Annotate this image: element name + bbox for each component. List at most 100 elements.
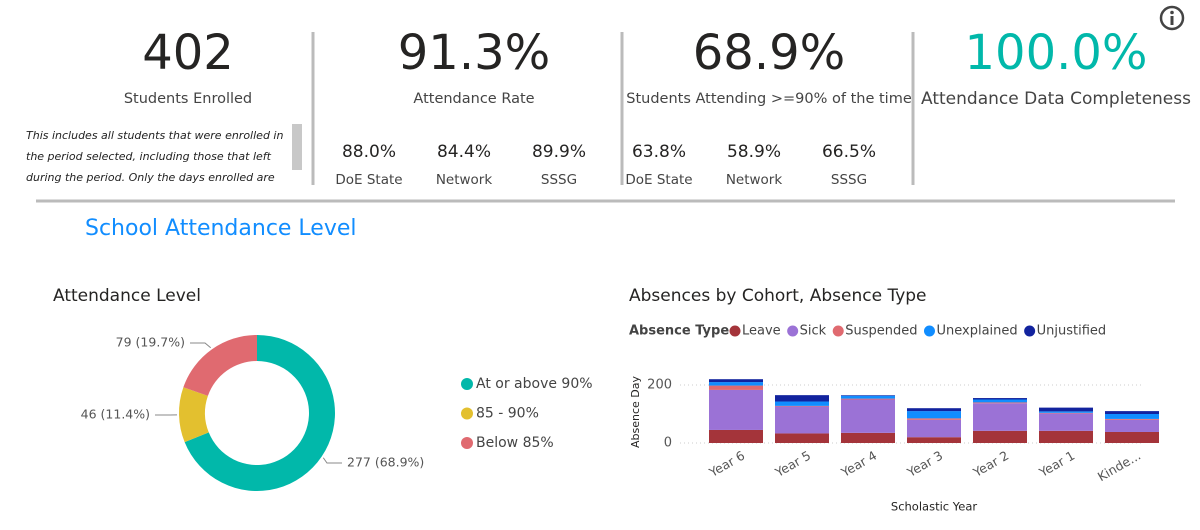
bar-segment [775,433,829,443]
legend-label: Unjustified [1037,324,1107,339]
bar-segment [1039,430,1093,443]
data-label: 46 (11.4%) [81,407,150,422]
bar-segment [775,401,829,406]
compare-label: SSSG [831,172,867,188]
kpi-value: 68.9% [693,25,845,81]
kpi-label: Students Attending >=90% of the time [626,91,912,107]
compare-label: DoE State [625,172,692,188]
legend-swatch [787,325,799,337]
bar-segment [1039,412,1093,414]
chart-title: Absences by Cohort, Absence Type [629,286,927,306]
legend-swatch [923,325,935,337]
x-tick-label: Year 4 [838,448,880,481]
section-title: School Attendance Level [85,216,357,241]
legend-swatch [729,325,741,337]
scrollbar[interactable] [292,124,302,170]
bar-segment [907,437,961,443]
kpi-label: Attendance Data Completeness [921,89,1191,109]
bar-segment [709,379,763,383]
y-tick-label: 0 [664,436,672,451]
bar-segment [775,405,829,407]
leader-line [322,457,342,464]
y-axis-title: Absence Day [629,376,642,449]
legend-swatch [461,407,473,420]
note-line: the period selected, including those tha… [26,150,272,163]
bar-segment [841,398,895,400]
bar-segment [907,411,961,419]
compare-value: 58.9% [727,142,781,162]
kpi-value: 402 [142,25,234,81]
bar-segment [841,432,895,443]
bar-segment [709,382,763,386]
donut-slice [178,387,209,443]
bar-segment [709,385,763,390]
legend-label: 85 - 90% [476,406,539,422]
legend-swatch [1024,325,1036,337]
bar-segment [841,395,895,399]
kpi-label: Attendance Rate [413,91,534,107]
bar-segment [973,399,1027,403]
bar-segment [841,395,895,396]
bar-segment [973,402,1027,404]
kpi-value: 100.0% [964,25,1147,81]
bar-segment [775,395,829,402]
x-tick-label: Year 3 [904,448,946,481]
legend-label: Below 85% [476,435,554,451]
x-axis-title: Scholastic Year [891,500,977,514]
compare-value: 89.9% [532,142,586,162]
bar-segment [1105,419,1159,432]
legend-swatch [461,437,473,449]
y-tick-label: 200 [647,378,672,393]
compare-label: Network [436,172,493,188]
compare-value: 88.0% [342,142,396,162]
bar-segment [973,430,1027,443]
bar-segment [1105,411,1159,414]
x-tick-label: Year 2 [970,448,1012,481]
x-tick-label: Year 1 [1036,448,1078,481]
legend-label: At or above 90% [476,376,593,392]
compare-label: SSSG [541,172,577,188]
donut-slice [183,335,257,396]
legend-label: Suspended [845,324,917,339]
bar-segment [907,408,961,412]
legend-swatch [461,378,473,390]
bar-segment [1039,413,1093,431]
donut-slice [184,335,336,491]
compare-value: 66.5% [822,142,876,162]
legend-label: Unexplained [936,324,1017,339]
bar-segment [841,399,895,433]
legend-label: Leave [742,324,781,339]
kpi-value: 91.3% [398,25,550,81]
bar-segment [1105,414,1159,419]
bar-segment [775,406,829,434]
legend-label: Sick [800,324,827,339]
data-label: 79 (19.7%) [116,335,185,350]
info-icon[interactable] [1159,5,1185,31]
bar-segment [1039,411,1093,413]
compare-label: DoE State [335,172,402,188]
data-label: 277 (68.9%) [347,455,424,470]
x-tick-label: Kinde... [1095,448,1143,485]
legend-title: Absence Type [629,324,729,339]
note-line: This includes all students that were enr… [26,129,283,142]
bar-segment [973,398,1027,400]
leader-line [190,342,212,349]
x-tick-label: Year 6 [706,448,748,481]
x-tick-label: Year 5 [772,448,814,481]
chart-title: Attendance Level [53,286,201,306]
bar-segment [709,429,763,443]
bar-segment [973,403,1027,431]
compare-value: 84.4% [437,142,491,162]
compare-value: 63.8% [632,142,686,162]
note-line: during the period. Only the days enrolle… [26,171,275,184]
kpi-label: Students Enrolled [124,91,252,107]
bar-segment [709,389,763,430]
bar-segment [907,419,961,438]
bar-segment [1105,431,1159,443]
bar-segment [907,418,961,420]
bar-segment [1105,418,1159,420]
compare-label: Network [726,172,783,188]
bar-segment [1039,407,1093,412]
legend-swatch [832,325,844,337]
